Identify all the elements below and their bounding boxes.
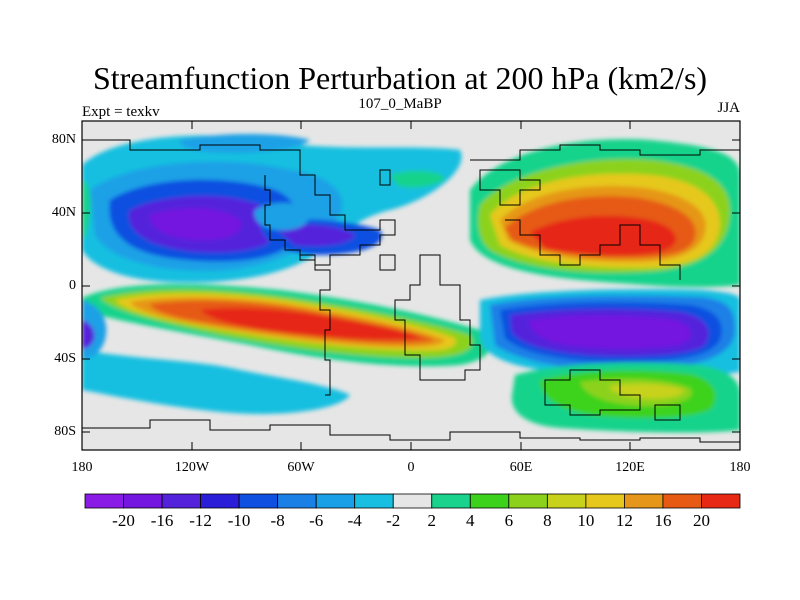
colorbar-label: -20	[112, 511, 135, 530]
colorbar	[84, 493, 741, 509]
colorbar-swatch	[585, 493, 625, 509]
colorbar-label: -8	[270, 511, 285, 530]
colorbar-swatch	[546, 493, 587, 509]
colorbar-label: 2	[427, 511, 437, 530]
colorbar-swatch	[701, 493, 741, 509]
lon-label-0: 0	[407, 460, 415, 475]
colorbar-label: -4	[347, 511, 362, 530]
contour-field	[82, 134, 740, 443]
colorbar-swatch	[508, 493, 548, 509]
colorbar-swatch	[161, 493, 201, 509]
lon-label-60w: 60W	[287, 460, 315, 475]
colorbar-label: 4	[466, 511, 475, 530]
lon-ticks	[81, 121, 741, 450]
coastline-outlines	[82, 139, 740, 443]
colorbar-label: 10	[577, 511, 595, 530]
lat-label-80n: 80N	[51, 132, 76, 147]
lon-label-120e: 120E	[615, 460, 645, 475]
lon-label-60e: 60E	[509, 460, 533, 475]
lat-label-40n: 40N	[51, 205, 76, 220]
colorbar-label: 16	[654, 511, 672, 530]
experiment-label: Expt = texkv	[82, 104, 160, 120]
colorbar-label: -12	[189, 511, 212, 530]
colorbar-swatch	[392, 493, 433, 509]
colorbar-swatch	[277, 493, 317, 509]
colorbar-swatch	[431, 493, 471, 509]
colorbar-swatch	[315, 493, 356, 509]
colorbar-label: -10	[227, 511, 251, 530]
colorbar-swatch	[354, 493, 394, 509]
season-label: JJA	[717, 100, 740, 116]
lat-label-80s: 80S	[54, 424, 76, 439]
colorbar-label: -2	[386, 511, 401, 530]
colorbar-swatch	[662, 493, 702, 509]
colorbar-label: 8	[543, 511, 552, 530]
colorbar-swatch	[84, 493, 124, 509]
colorbar-swatch	[200, 493, 240, 509]
lat-ticks	[82, 139, 740, 433]
colorbar-swatch	[469, 493, 510, 509]
run-label: 107_0_MaBP	[358, 96, 442, 112]
colorbar-label: 6	[504, 511, 514, 530]
colorbar-label: 20	[692, 511, 710, 530]
colorbar-swatch	[624, 493, 664, 509]
colorbar-swatch	[238, 493, 279, 509]
map-title: Streamfunction Perturbation at 200 hPa (…	[92, 60, 708, 96]
lon-label-180e: 180	[729, 460, 751, 475]
lat-label-40s: 40S	[54, 351, 76, 366]
colorbar-swatch	[123, 493, 163, 509]
colorbar-label: 12	[615, 511, 633, 530]
lon-label-180w: 180	[71, 460, 93, 475]
colorbar-label: -6	[309, 511, 324, 530]
colorbar-label: -16	[150, 511, 174, 530]
lon-label-120w: 120W	[174, 460, 210, 475]
lat-label-eq: 0	[69, 278, 76, 293]
